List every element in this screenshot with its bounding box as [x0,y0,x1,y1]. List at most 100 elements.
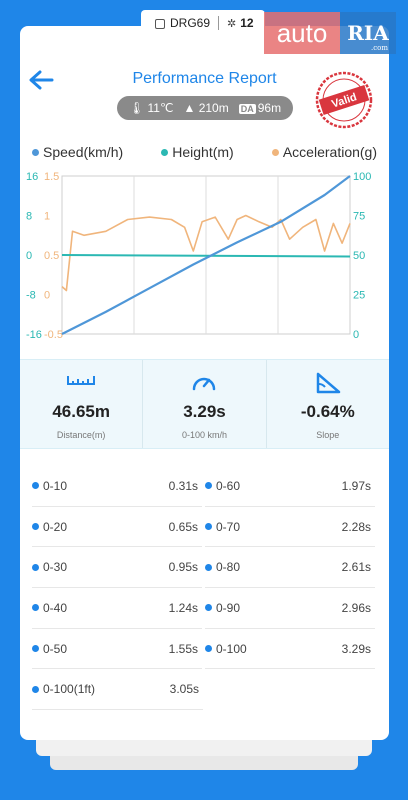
split-row: 0-30 0.95s 0-80 2.61s [32,547,378,589]
legend-speed: Speed(km/h) [32,144,123,160]
y-tick-accel: -0.5 [44,329,63,341]
device-icon [155,19,165,29]
split-item: 0-100 3.29s [205,629,375,670]
split-times-list: 0-10 0.31s 0-60 1.97s 0-20 0.65s 0-70 2.28s 0-30… [32,466,378,711]
logo-auto: auto [264,12,340,54]
split-row: 0-20 0.65s 0-70 2.28s [32,507,378,548]
y-tick-right: 50 [353,250,365,262]
report-card: Performance Report 🌡︎ 11℃ ▲ 210m DA 96m V… [20,26,389,740]
legend-acceleration-label: Acceleration(g) [282,144,377,160]
card-stack-shadow-2 [50,756,358,770]
split-time: 0.95s [168,560,198,575]
split-name: 0-50 [43,641,68,656]
split-name: 0-60 [216,478,241,493]
split-item: 0-70 2.28s [205,507,375,548]
altitude-value: 210m [198,101,229,115]
time-label: 0-100 km/h [181,430,227,440]
split-dot [32,482,39,490]
performance-chart: 16 1.5 100 8 1 75 0 0.5 50 -8 0 25 -16 -0.5 0 [26,171,371,341]
split-item: 0-90 2.96s [205,588,375,629]
split-name: 0-80 [216,560,241,575]
device-name: DRG69 [170,16,211,30]
y-tick-height: 8 [26,211,32,223]
altitude: ▲ 210m [183,101,228,115]
split-name: 0-10 [43,478,68,493]
legend-height: Height(m) [161,144,234,160]
y-tick-right: 25 [353,290,365,302]
split-item: 0-30 0.95s [32,547,202,589]
split-time: 1.97s [341,478,371,493]
split-item: 0-50 1.55s [32,629,202,670]
card-stack-shadow [36,740,372,756]
temperature-value: 11℃ [147,101,174,115]
stat-0-100: 3.29s 0-100 km/h [142,360,265,448]
split-time: 0.65s [168,519,198,534]
split-time: 3.29s [341,641,371,656]
split-dot [205,645,212,653]
split-name: 0-70 [216,519,241,534]
temperature: 🌡︎ 11℃ [129,101,174,115]
split-dot [32,563,39,571]
split-name: 0-100(1ft) [43,682,96,697]
y-tick-height: -16 [26,329,42,341]
split-row: 0-50 1.55s 0-100 3.29s [32,629,378,670]
split-item: 0-100(1ft) 3.05s [32,669,203,711]
split-name: 0-30 [43,560,68,575]
split-dot [205,563,212,571]
split-name: 0-20 [43,519,68,534]
split-dot [205,604,212,612]
split-item: 0-60 1.97s [205,466,375,507]
stat-distance: 46.65m Distance(m) [20,360,142,448]
split-dot [32,604,39,612]
device-tab[interactable]: DRG69 ✲ 12 [141,10,265,36]
y-tick-accel: 1 [44,211,50,223]
split-time: 2.28s [341,519,371,534]
split-item: 0-20 0.65s [32,507,202,548]
split-item: 0-80 2.61s [205,547,375,589]
logo-domain: .com [371,44,388,52]
split-time: 0.31s [168,478,198,493]
satellite-count: 12 [240,16,254,30]
split-row: 0-40 1.24s 0-90 2.96s [32,588,378,629]
split-time: 2.61s [341,560,371,575]
density-altitude: DA 96m [238,101,282,115]
speedometer-icon [193,377,216,391]
da-badge: DA [238,104,256,114]
y-tick-height: -8 [26,290,36,302]
split-dot [32,523,39,531]
distance-value: 46.65m [52,402,110,421]
logo-ria-text: RIA [347,21,389,45]
distance-label: Distance(m) [56,430,106,440]
y-tick-height: 16 [26,171,38,183]
conditions-pill: 🌡︎ 11℃ ▲ 210m DA 96m [117,96,293,120]
mountain-icon: ▲ [183,101,196,115]
back-arrow-icon[interactable] [28,70,54,90]
y-tick-right: 75 [353,211,365,223]
density-altitude-value: 96m [257,101,282,115]
y-tick-accel: 1.5 [44,171,59,183]
page-title: Performance Report [132,70,277,87]
split-row: 0-10 0.31s 0-60 1.97s [32,466,378,507]
split-item: 0-10 0.31s [32,466,202,507]
autoria-logo: auto RIA .com [264,12,396,54]
split-time: 2.96s [341,600,371,615]
satellite-icon: ✲ [227,17,237,30]
stat-slope: -0.64% Slope [265,360,389,448]
y-tick-accel: 0.5 [44,250,59,262]
split-dot [205,523,212,531]
split-time: 1.55s [168,641,198,656]
split-name: 0-40 [43,600,68,615]
split-time: 3.05s [169,682,199,697]
slope-label: Slope [316,430,340,440]
ruler-icon [67,376,96,385]
split-dot [205,482,212,490]
slope-icon [316,372,341,394]
split-dot [32,685,39,693]
split-row: 0-100(1ft) 3.05s [32,669,378,711]
legend-speed-label: Speed(km/h) [43,144,124,160]
height-series-line [61,254,351,258]
speed-series-line [61,175,351,335]
legend-height-label: Height(m) [172,144,234,160]
split-name: 0-100 [216,641,247,656]
split-time: 1.24s [168,600,198,615]
